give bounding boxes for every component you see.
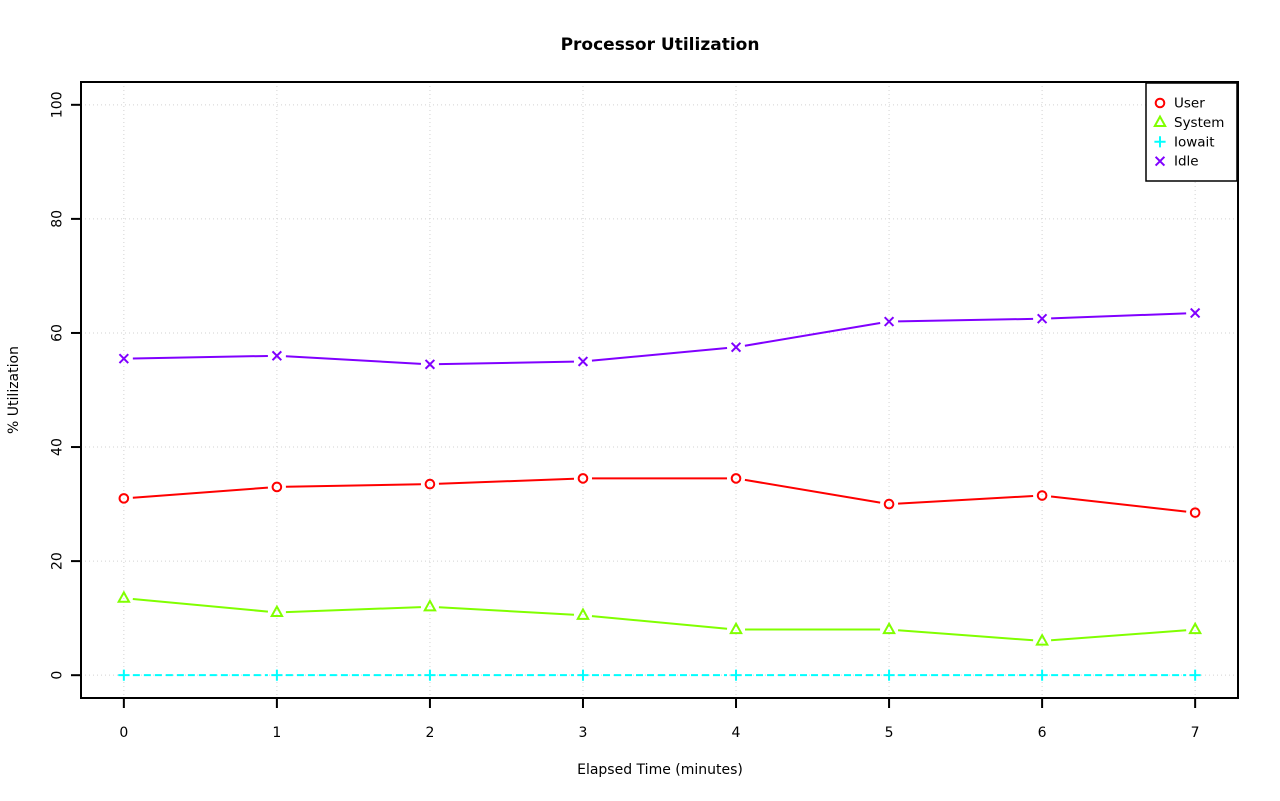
series-segment xyxy=(591,347,728,362)
x-marker xyxy=(424,359,436,370)
series-segment xyxy=(1051,312,1187,320)
series-segment xyxy=(591,615,728,630)
series-layer xyxy=(116,307,1203,681)
x-marker xyxy=(1190,307,1201,319)
series-segment xyxy=(744,322,881,347)
series-segment xyxy=(438,606,575,616)
legend-label: Idle xyxy=(1174,154,1199,170)
plus-marker xyxy=(577,669,589,681)
x-tick-label: 1 xyxy=(272,725,281,741)
series-segment xyxy=(1050,495,1187,513)
series-segment xyxy=(132,486,268,499)
x-tick-label: 3 xyxy=(579,725,588,741)
legend-label: Iowait xyxy=(1174,134,1215,150)
series-segment xyxy=(132,598,269,613)
y-tick-label: 0 xyxy=(50,671,66,680)
plus-marker xyxy=(1154,136,1166,148)
series-segment xyxy=(897,629,1034,642)
y-tick-label: 60 xyxy=(50,324,66,342)
x-tick-label: 7 xyxy=(1191,725,1200,741)
series-user xyxy=(118,473,1201,518)
x-tick-label: 6 xyxy=(1038,725,1047,741)
circle-marker xyxy=(1154,97,1166,109)
x-tick-label: 0 xyxy=(119,725,128,741)
circle-marker xyxy=(118,493,130,504)
series-segment xyxy=(744,478,881,504)
plus-marker xyxy=(1189,669,1201,681)
triangle-marker xyxy=(269,604,284,618)
series-segment xyxy=(898,317,1034,323)
y-tick-label: 100 xyxy=(50,91,66,118)
plus-marker xyxy=(424,669,436,681)
y-tick-label: 20 xyxy=(50,552,66,570)
series-segment xyxy=(438,477,575,485)
chart-title: Processor Utilization xyxy=(561,35,760,55)
x-marker xyxy=(1154,156,1166,167)
x-marker xyxy=(271,350,283,361)
y-tick-label: 40 xyxy=(50,438,66,456)
x-marker xyxy=(1037,313,1048,324)
grid-layer xyxy=(81,82,1238,698)
plus-marker xyxy=(730,669,742,681)
x-marker xyxy=(883,316,895,327)
plot-box xyxy=(80,81,1239,699)
circle-marker xyxy=(883,498,895,510)
series-segment xyxy=(897,495,1034,505)
circle-marker xyxy=(424,478,436,490)
series-segment xyxy=(1051,629,1187,642)
x-marker xyxy=(730,342,742,353)
y-axis-label: % Utilization xyxy=(6,346,22,434)
circle-marker xyxy=(1189,507,1201,518)
circle-marker xyxy=(730,473,742,484)
x-marker xyxy=(577,356,589,367)
triangle-marker xyxy=(1153,114,1167,127)
series-segment xyxy=(438,360,574,366)
circle-marker xyxy=(271,481,283,493)
triangle-marker xyxy=(116,590,131,603)
series-segment xyxy=(285,606,421,614)
plus-marker xyxy=(883,669,895,681)
series-idle xyxy=(118,307,1201,370)
series-system xyxy=(116,590,1203,646)
triangle-marker xyxy=(423,598,437,612)
y-tick-label: 80 xyxy=(50,210,66,228)
plus-marker xyxy=(271,669,283,681)
series-segment xyxy=(285,355,422,365)
x-tick-label: 5 xyxy=(885,725,894,741)
legend-label: System xyxy=(1174,115,1224,131)
x-tick-label: 2 xyxy=(425,725,434,741)
circle-marker xyxy=(577,473,589,484)
triangle-marker xyxy=(576,607,590,620)
x-tick-label: 4 xyxy=(732,725,741,741)
triangle-marker xyxy=(1035,633,1050,646)
plus-marker xyxy=(1036,669,1048,681)
axes-layer: 0 20 40 60 80 100 0 1 2 3 4 5 6 7 xyxy=(50,81,1239,741)
triangle-marker xyxy=(1188,621,1203,635)
triangle-marker xyxy=(882,621,896,635)
legend-layer: User System Iowait Idle xyxy=(1145,82,1238,182)
plus-marker xyxy=(118,669,130,681)
series-segment xyxy=(132,354,268,360)
circle-marker xyxy=(1036,490,1048,501)
series-segment xyxy=(285,483,421,488)
x-marker xyxy=(118,353,129,364)
legend-label: User xyxy=(1174,96,1205,112)
triangle-marker xyxy=(729,621,743,635)
x-axis-label: Elapsed Time (minutes) xyxy=(577,762,743,778)
series-iowait xyxy=(118,669,1201,681)
